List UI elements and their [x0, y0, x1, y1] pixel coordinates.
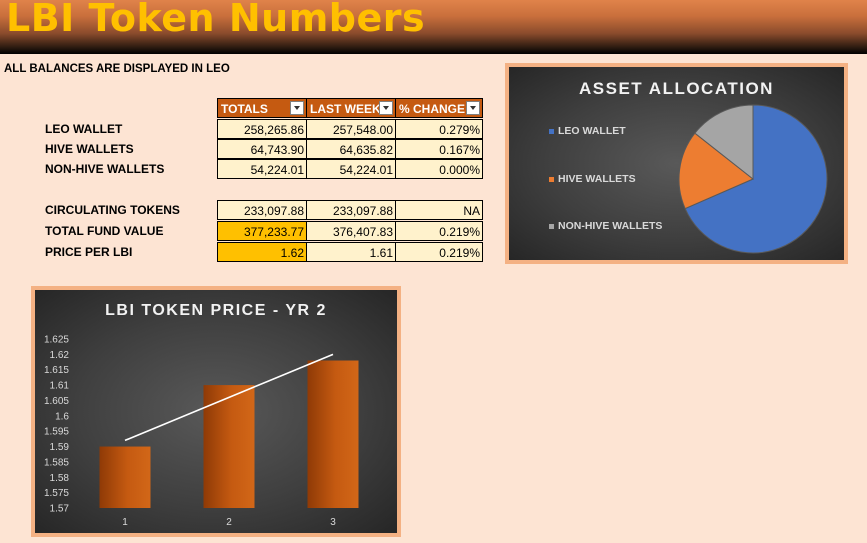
pie-slice-non-hive-wallets[interactable]: [694, 104, 754, 181]
legend-item-leo: LEO WALLET: [549, 125, 626, 137]
bar-2[interactable]: [203, 385, 255, 508]
filter-dropdown-icon[interactable]: [379, 101, 393, 115]
cell-fund-totals[interactable]: 377,233.77: [217, 221, 307, 241]
legend-label: LEO WALLET: [558, 125, 626, 137]
pie-slice-hive-wallets[interactable]: [678, 132, 754, 210]
column-header-label: % CHANGE: [399, 102, 466, 116]
column-header-label: LAST WEEK: [310, 102, 381, 116]
cell-hive-last-week[interactable]: 64,635.82: [306, 139, 396, 159]
cell-hive-change[interactable]: 0.167%: [395, 139, 483, 159]
filter-dropdown-icon[interactable]: [466, 101, 480, 115]
column-header-totals[interactable]: TOTALS: [217, 98, 307, 118]
bar-3[interactable]: [307, 360, 359, 508]
y-tick-label: 1.625: [44, 335, 69, 346]
bar-1[interactable]: [99, 446, 151, 508]
x-tick-label: 2: [226, 517, 232, 528]
cell-non-hive-change[interactable]: 0.000%: [395, 159, 483, 179]
legend-item-hive: HIVE WALLETS: [549, 173, 636, 185]
legend-label: NON-HIVE WALLETS: [558, 220, 663, 232]
bar-plot-area: 1.625 1.62 1.615 1.61 1.605 1.6 1.595 1.59 1.585…: [44, 335, 359, 528]
row-label-non-hive-wallets: NON-HIVE WALLETS: [45, 162, 165, 176]
legend-swatch: [549, 128, 554, 134]
row-label-price-per-lbi: PRICE PER LBI: [45, 245, 133, 259]
asset-allocation-chart[interactable]: ASSET ALLOCATION LEO WALLET HIVE WALLETS…: [505, 63, 848, 264]
y-tick-label: 1.58: [50, 473, 70, 484]
cell-circulating-totals[interactable]: 233,097.88: [217, 200, 307, 220]
trendline: [124, 353, 334, 442]
cell-fund-change[interactable]: 0.219%: [395, 221, 483, 241]
cell-price-change[interactable]: 0.219%: [395, 242, 483, 262]
cell-non-hive-last-week[interactable]: 54,224.01: [306, 159, 396, 179]
x-tick-label: 1: [122, 517, 128, 528]
title-banner: LBI Token Numbers: [0, 0, 867, 54]
row-label-hive-wallets: HIVE WALLETS: [45, 142, 134, 156]
y-tick-label: 1.595: [44, 427, 69, 438]
y-tick-label: 1.62: [50, 350, 70, 361]
balances-note: ALL BALANCES ARE DISPLAYED IN LEO: [4, 63, 230, 75]
legend-item-non-hive: NON-HIVE WALLETS: [549, 220, 662, 232]
column-header-change[interactable]: % CHANGE: [395, 98, 483, 118]
y-tick-label: 1.57: [50, 504, 70, 515]
pie-chart-title: ASSET ALLOCATION: [579, 79, 774, 98]
filter-dropdown-icon[interactable]: [290, 101, 304, 115]
bar-chart-title: LBI TOKEN PRICE - YR 2: [105, 302, 327, 319]
y-tick-label: 1.61: [50, 381, 70, 392]
y-tick-label: 1.605: [44, 396, 69, 407]
column-header-label: TOTALS: [221, 102, 268, 116]
x-tick-label: 3: [330, 517, 336, 528]
y-tick-label: 1.59: [50, 442, 70, 453]
cell-price-totals[interactable]: 1.62: [217, 242, 307, 262]
cell-leo-change[interactable]: 0.279%: [395, 119, 483, 139]
legend-swatch: [549, 176, 554, 182]
y-tick-label: 1.575: [44, 488, 69, 499]
cell-circulating-change[interactable]: NA: [395, 200, 483, 220]
y-tick-label: 1.6: [55, 411, 69, 422]
pie-plot-area: [678, 104, 828, 254]
cell-price-last-week[interactable]: 1.61: [306, 242, 396, 262]
cell-leo-last-week[interactable]: 257,548.00: [306, 119, 396, 139]
y-tick-label: 1.615: [44, 365, 69, 376]
y-tick-label: 1.585: [44, 457, 69, 468]
column-header-last-week[interactable]: LAST WEEK: [306, 98, 396, 118]
cell-non-hive-totals[interactable]: 54,224.01: [217, 159, 307, 179]
legend-swatch: [549, 223, 554, 229]
row-label-total-fund-value: TOTAL FUND VALUE: [45, 224, 164, 238]
pie-slice-leo-wallet[interactable]: [684, 104, 828, 254]
token-price-chart[interactable]: LBI TOKEN PRICE - YR 2 1.625 1.62 1.615 1.6…: [31, 286, 401, 537]
cell-fund-last-week[interactable]: 376,407.83: [306, 221, 396, 241]
cell-circulating-last-week[interactable]: 233,097.88: [306, 200, 396, 220]
cell-hive-totals[interactable]: 64,743.90: [217, 139, 307, 159]
legend-label: HIVE WALLETS: [558, 173, 636, 185]
cell-leo-totals[interactable]: 258,265.86: [217, 119, 307, 139]
page-title: LBI Token Numbers: [6, 0, 426, 40]
row-label-circulating-tokens: CIRCULATING TOKENS: [45, 203, 180, 217]
row-label-leo-wallet: LEO WALLET: [45, 122, 123, 136]
